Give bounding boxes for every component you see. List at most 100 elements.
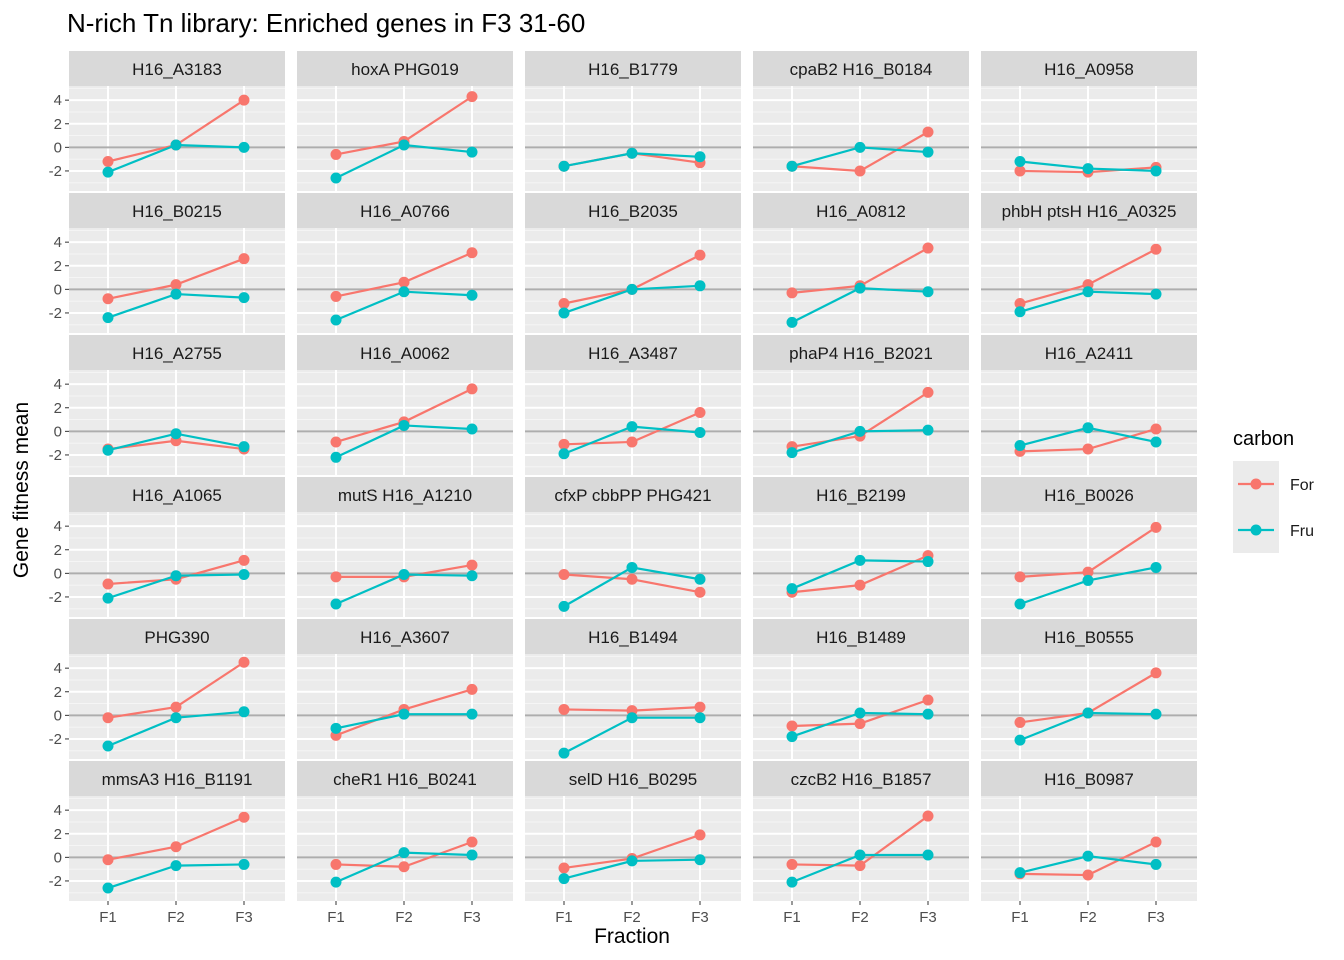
data-point-for bbox=[922, 126, 934, 138]
data-point-fru bbox=[1082, 707, 1094, 719]
data-point-fru bbox=[922, 556, 934, 568]
facet-strip bbox=[753, 193, 969, 228]
data-point-fru bbox=[1014, 306, 1026, 318]
data-point-fru bbox=[330, 722, 342, 734]
facet-strip bbox=[297, 51, 513, 86]
y-tick-label: 0 bbox=[54, 139, 62, 156]
data-point-fru bbox=[922, 424, 934, 436]
facet-label: PHG390 bbox=[144, 628, 209, 647]
y-tick-label: -2 bbox=[49, 731, 62, 748]
facet-label: H16_B0555 bbox=[1044, 628, 1134, 647]
facet-label: H16_B1779 bbox=[588, 60, 678, 79]
x-axis-title: Fraction bbox=[594, 925, 670, 948]
data-point-fru bbox=[398, 419, 410, 431]
data-point-fru bbox=[854, 282, 866, 294]
facet-strip bbox=[69, 51, 285, 86]
facet-label: H16_B2199 bbox=[816, 486, 906, 505]
y-tick-label: -2 bbox=[49, 305, 62, 322]
data-point-fru bbox=[102, 312, 114, 324]
facet-label: H16_A3487 bbox=[588, 344, 678, 363]
y-tick-label: 4 bbox=[54, 660, 62, 677]
data-point-fru bbox=[786, 876, 798, 888]
data-point-for bbox=[330, 571, 342, 583]
data-point-for bbox=[238, 554, 250, 566]
data-point-fru bbox=[922, 146, 934, 158]
data-point-fru bbox=[922, 849, 934, 861]
data-point-for bbox=[330, 436, 342, 448]
facet-label: mmsA3 H16_B1191 bbox=[102, 770, 253, 789]
data-point-for bbox=[1150, 521, 1162, 533]
data-point-for bbox=[466, 836, 478, 848]
data-point-fru bbox=[558, 747, 570, 759]
data-point-fru bbox=[1150, 288, 1162, 300]
facet-strip bbox=[69, 619, 285, 654]
data-point-for bbox=[626, 436, 638, 448]
data-point-for bbox=[786, 858, 798, 870]
data-point-fru bbox=[102, 740, 114, 752]
facet-strip bbox=[753, 51, 969, 86]
data-point-for bbox=[1014, 716, 1026, 728]
facet-panel: H16_A3183 4 2 0 -2 bbox=[49, 51, 285, 191]
data-point-fru bbox=[170, 570, 182, 582]
facet-panel: cheR1 H16_B0241 F1 F2 F3 bbox=[297, 761, 513, 926]
y-tick-label: -2 bbox=[49, 589, 62, 606]
data-point-fru bbox=[558, 160, 570, 172]
facet-label: hoxA PHG019 bbox=[351, 60, 459, 79]
facet-strip bbox=[753, 619, 969, 654]
x-tick-label: F1 bbox=[327, 909, 345, 926]
facet-label: phaP4 H16_B2021 bbox=[789, 344, 933, 363]
data-point-for bbox=[922, 694, 934, 706]
data-point-for bbox=[786, 720, 798, 732]
data-point-fru bbox=[1150, 165, 1162, 177]
facet-panel: H16_B0555 bbox=[981, 619, 1197, 759]
y-tick-label: 0 bbox=[54, 565, 62, 582]
data-point-for bbox=[466, 91, 478, 103]
facet-strip bbox=[753, 335, 969, 370]
data-point-for bbox=[330, 858, 342, 870]
data-point-fru bbox=[626, 421, 638, 433]
data-point-for bbox=[558, 862, 570, 874]
facet-strip bbox=[981, 193, 1197, 228]
data-point-for bbox=[558, 298, 570, 310]
chart-title: N-rich Tn library: Enriched genes in F3 … bbox=[67, 8, 585, 38]
x-tick-label: F2 bbox=[623, 909, 641, 926]
data-point-fru bbox=[330, 451, 342, 463]
data-point-fru bbox=[398, 847, 410, 859]
data-point-for bbox=[330, 290, 342, 302]
data-point-fru bbox=[330, 314, 342, 326]
data-point-fru bbox=[170, 139, 182, 151]
data-point-fru bbox=[694, 854, 706, 866]
y-tick-label: -2 bbox=[49, 163, 62, 180]
facet-panel: H16_B0987 F1 F2 F3 bbox=[981, 761, 1197, 926]
data-point-fru bbox=[922, 708, 934, 720]
data-point-for bbox=[694, 406, 706, 418]
y-tick-label: 2 bbox=[54, 826, 62, 843]
data-point-for bbox=[1150, 836, 1162, 848]
data-point-fru bbox=[1082, 574, 1094, 586]
facet-strip bbox=[297, 477, 513, 512]
data-point-fru bbox=[466, 570, 478, 582]
facet-strip bbox=[525, 477, 741, 512]
data-point-fru bbox=[694, 280, 706, 292]
facet-label: H16_A2755 bbox=[132, 344, 222, 363]
facet-strip bbox=[525, 335, 741, 370]
facet-panel: mutS H16_A1210 bbox=[297, 477, 513, 617]
facet-strip bbox=[297, 335, 513, 370]
data-point-fru bbox=[854, 141, 866, 153]
facet-panel: cfxP cbbPP PHG421 bbox=[525, 477, 741, 617]
facet-strip bbox=[981, 51, 1197, 86]
data-point-for bbox=[922, 810, 934, 822]
data-point-for bbox=[398, 861, 410, 873]
x-tick-label: F3 bbox=[235, 909, 253, 926]
facet-panel: H16_B1494 bbox=[525, 619, 741, 759]
data-point-fru bbox=[1014, 867, 1026, 879]
data-point-fru bbox=[466, 849, 478, 861]
data-point-fru bbox=[626, 147, 638, 159]
data-point-for bbox=[102, 156, 114, 168]
x-tick-label: F1 bbox=[1011, 909, 1029, 926]
facet-strip bbox=[69, 193, 285, 228]
facet-panel: H16_A1065 4 2 0 -2 bbox=[49, 477, 285, 617]
facet-label: czcB2 H16_B1857 bbox=[791, 770, 932, 789]
y-tick-label: 2 bbox=[54, 400, 62, 417]
data-point-for bbox=[238, 656, 250, 668]
